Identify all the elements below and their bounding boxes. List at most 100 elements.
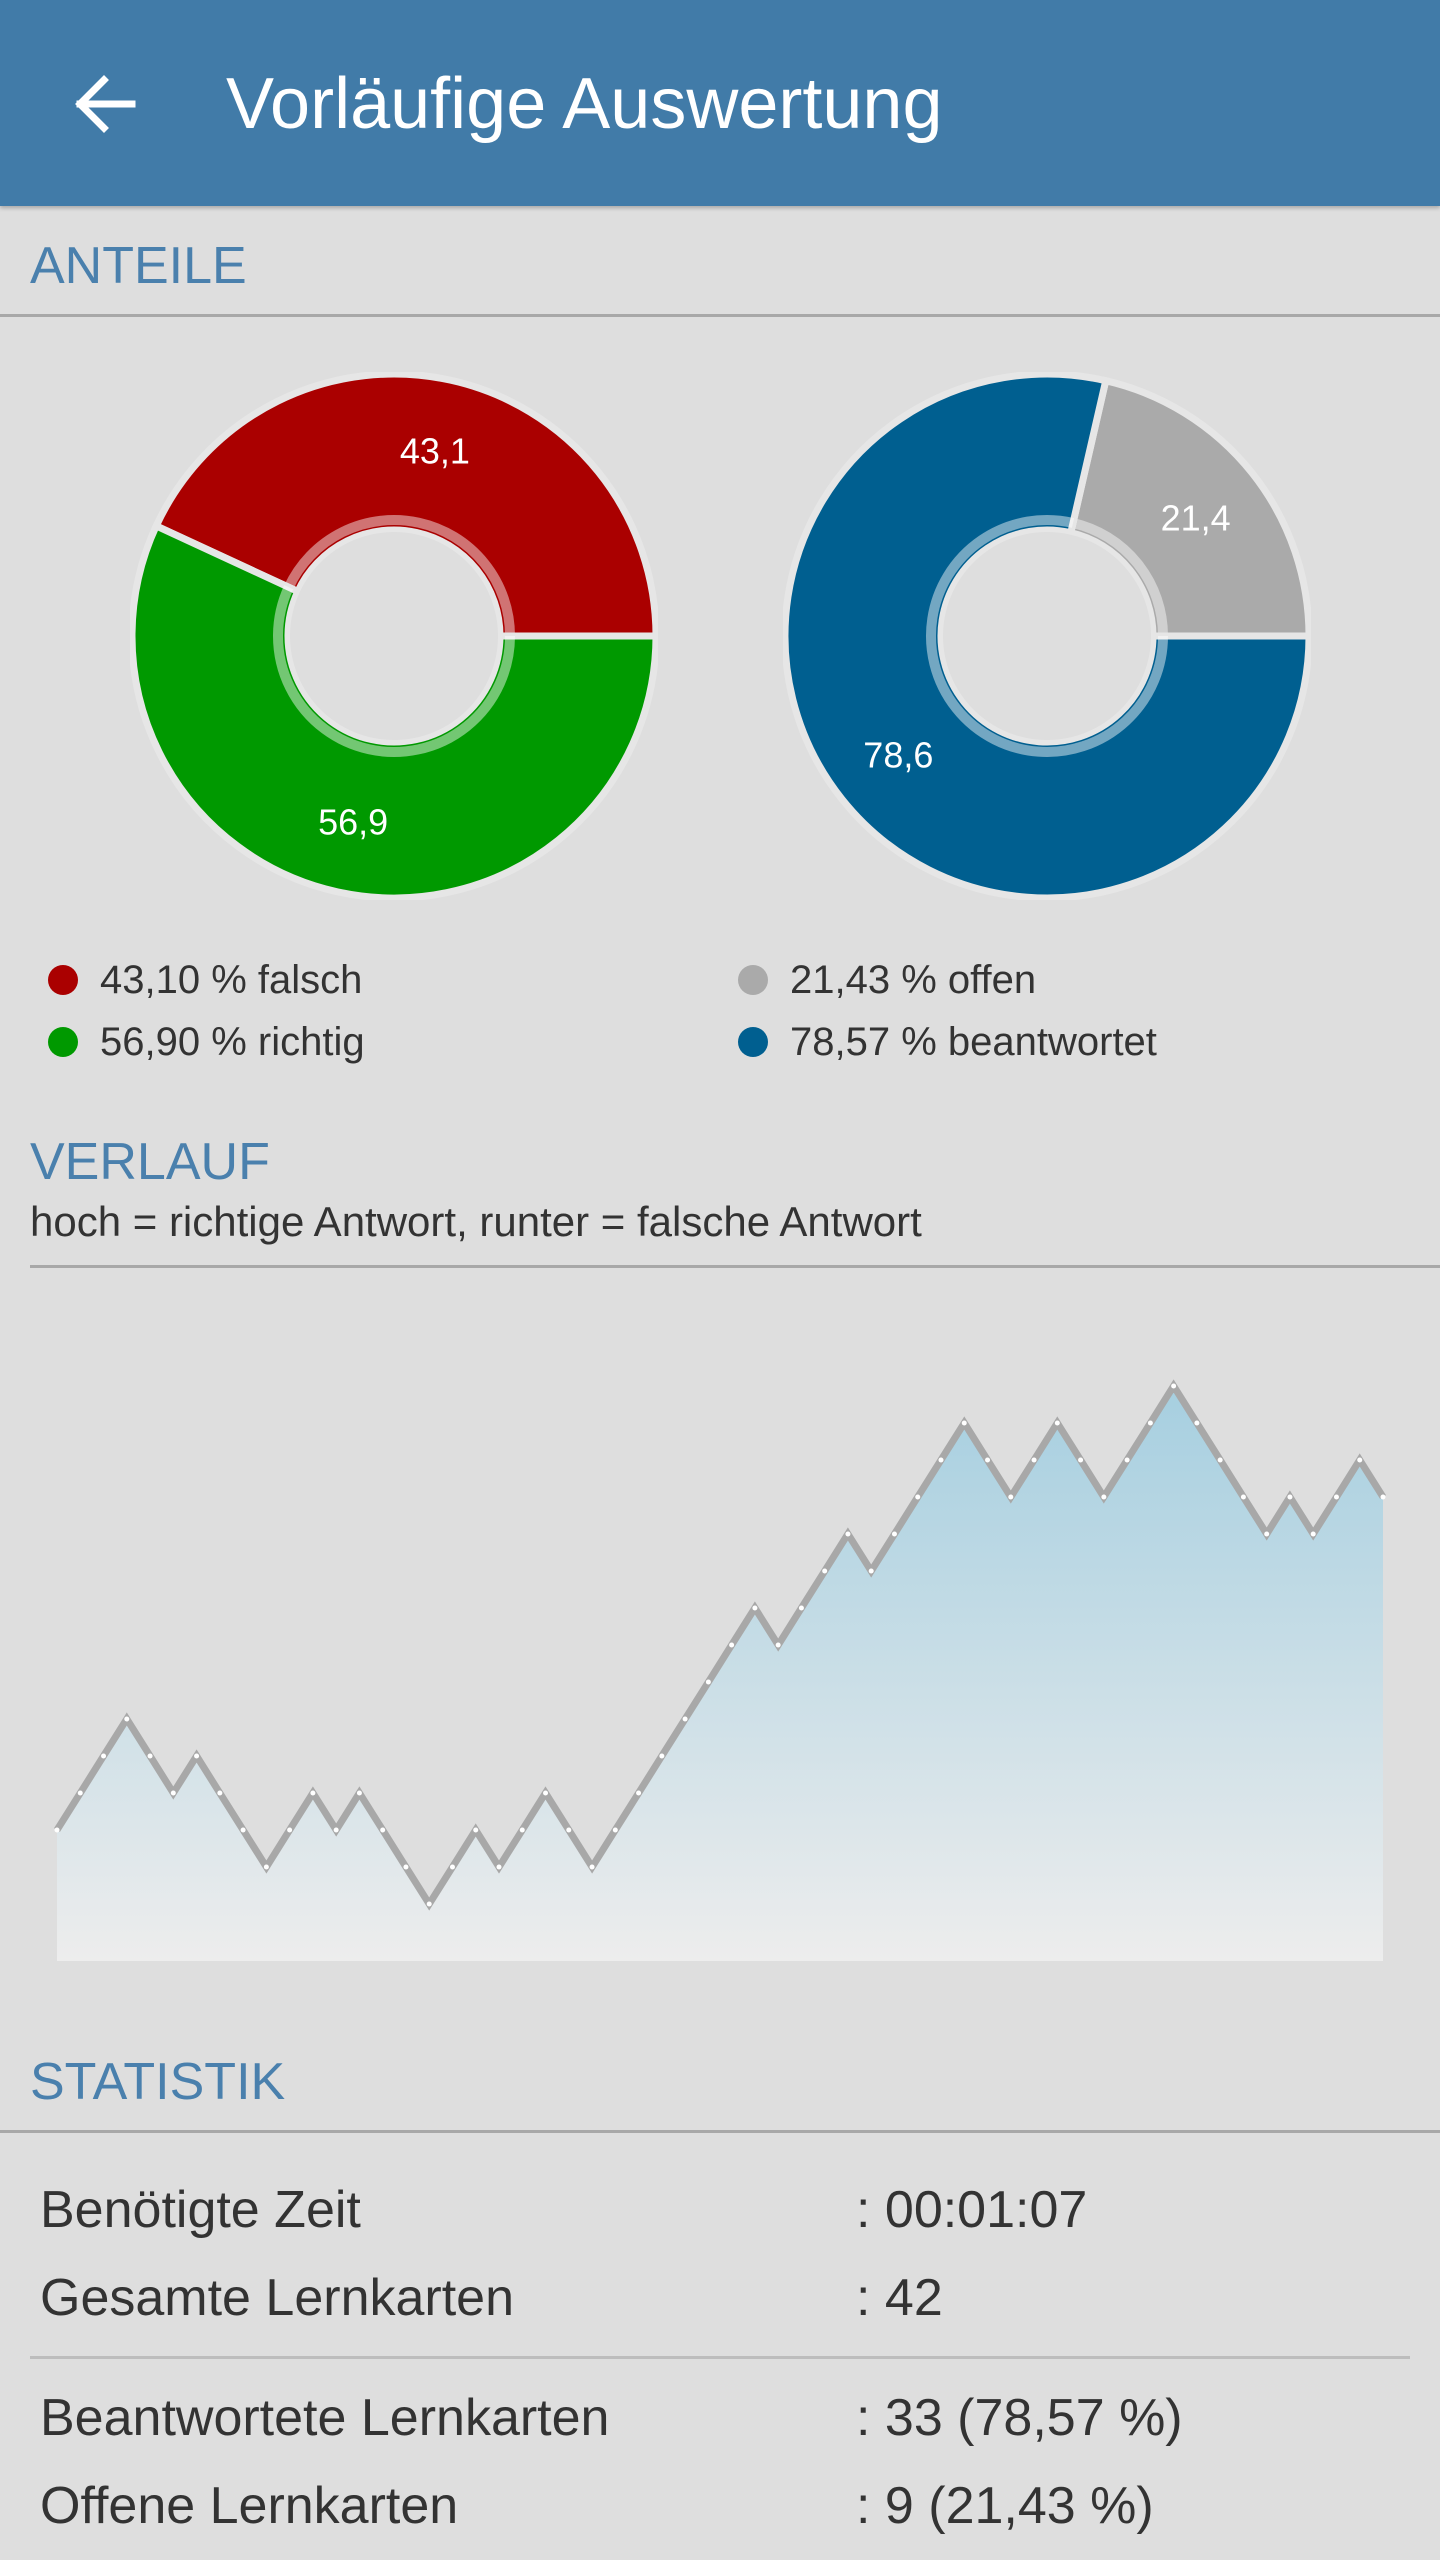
area-point bbox=[519, 1827, 525, 1833]
area-point bbox=[1264, 1531, 1270, 1537]
area-point bbox=[1101, 1494, 1107, 1500]
legend-label: 21,43 % offen bbox=[790, 958, 1037, 1002]
donut-correctness-slice-0 bbox=[151, 372, 658, 640]
stat-label-total: Gesamte Lernkarten bbox=[40, 2269, 515, 2327]
area-point bbox=[240, 1827, 246, 1833]
page-title: Vorläufige Auswertung bbox=[226, 64, 943, 144]
area-point bbox=[1147, 1420, 1153, 1426]
area-point bbox=[612, 1827, 618, 1833]
area-point bbox=[915, 1494, 921, 1500]
area-point bbox=[473, 1827, 479, 1833]
section-title-verlauf: VERLAUF bbox=[30, 1133, 270, 1191]
legend-item-richtig: 56,90 % richtig bbox=[48, 1017, 365, 1067]
area-point bbox=[170, 1790, 176, 1796]
donut-chart-correctness: 43,1 56,9 bbox=[130, 372, 658, 900]
area-point bbox=[194, 1753, 200, 1759]
area-point bbox=[566, 1827, 572, 1833]
donut-progress-slice-ring-1 bbox=[926, 515, 1168, 757]
legend-item-beantwortet: 78,57 % beantwortet bbox=[738, 1017, 1157, 1067]
area-line bbox=[54, 1379, 1386, 1911]
donut-progress-slice-label-1: 78,6 bbox=[863, 734, 933, 775]
area-point bbox=[403, 1864, 409, 1870]
area-point bbox=[356, 1790, 362, 1796]
area-point bbox=[729, 1642, 735, 1648]
area-point bbox=[77, 1790, 83, 1796]
area-point bbox=[1310, 1531, 1316, 1537]
area-point bbox=[147, 1753, 153, 1759]
area-point bbox=[1054, 1420, 1060, 1426]
area-point bbox=[1240, 1494, 1246, 1500]
donut-progress-hole bbox=[943, 532, 1151, 740]
area-point bbox=[938, 1457, 944, 1463]
section-title-anteile: ANTEILE bbox=[30, 237, 247, 295]
stats-divider bbox=[30, 2356, 1410, 2359]
area-point bbox=[845, 1531, 851, 1537]
area-point bbox=[1031, 1457, 1037, 1463]
legend-item-falsch: 43,10 % falsch bbox=[48, 955, 362, 1005]
area-point bbox=[1287, 1494, 1293, 1500]
donut-progress-slice-label-0: 21,4 bbox=[1161, 498, 1231, 539]
donut-correctness-slice-label-0: 43,1 bbox=[400, 430, 470, 471]
area-point bbox=[1171, 1383, 1177, 1389]
area-point bbox=[1217, 1457, 1223, 1463]
area-fill bbox=[57, 1386, 1383, 1961]
section-title-statistik: STATISTIK bbox=[30, 2053, 286, 2111]
area-point bbox=[961, 1420, 967, 1426]
legend-dot-falsch bbox=[48, 965, 78, 995]
arrow-left-icon bbox=[75, 75, 136, 133]
section-divider bbox=[0, 2130, 1440, 2133]
stat-value-total: : 42 bbox=[856, 2269, 943, 2327]
area-point bbox=[798, 1605, 804, 1611]
area-point bbox=[217, 1790, 223, 1796]
legend-label: 56,90 % richtig bbox=[100, 1020, 365, 1064]
area-point bbox=[1357, 1457, 1363, 1463]
area-point bbox=[659, 1753, 665, 1759]
area-point bbox=[263, 1864, 269, 1870]
donut-correctness-slice-ring-1 bbox=[273, 585, 515, 757]
area-point bbox=[333, 1827, 339, 1833]
area-point bbox=[101, 1753, 107, 1759]
legend-label: 43,10 % falsch bbox=[100, 958, 363, 1002]
stat-value-open: : 9 (21,43 %) bbox=[856, 2477, 1154, 2535]
stat-value-answered: : 33 (78,57 %) bbox=[856, 2389, 1183, 2447]
area-point bbox=[54, 1827, 60, 1833]
donut-progress-slice-1 bbox=[783, 372, 1311, 900]
donut-chart-progress: 21,4 78,6 bbox=[783, 372, 1311, 900]
legend-dot-beantwortet bbox=[738, 1027, 768, 1057]
progress-area-chart bbox=[54, 1379, 1386, 1961]
stat-value-time: : 00:01:07 bbox=[856, 2181, 1088, 2239]
donut-correctness-slice-1 bbox=[130, 521, 658, 900]
area-point bbox=[985, 1457, 991, 1463]
legend-label: 78,57 % beantwortet bbox=[790, 1020, 1157, 1064]
area-point bbox=[287, 1827, 293, 1833]
area-point bbox=[1194, 1420, 1200, 1426]
legend-item-offen: 21,43 % offen bbox=[738, 955, 1036, 1005]
legend-dot-richtig bbox=[48, 1027, 78, 1057]
area-point bbox=[589, 1864, 595, 1870]
area-point bbox=[636, 1790, 642, 1796]
donut-progress-slice-ring-0 bbox=[1071, 518, 1168, 637]
stat-label-open: Offene Lernkarten bbox=[40, 2477, 459, 2535]
area-point bbox=[1008, 1494, 1014, 1500]
verlauf-subtitle: hoch = richtige Antwort, runter = falsch… bbox=[30, 1198, 922, 1245]
area-point bbox=[449, 1864, 455, 1870]
stat-label-answered: Beantwortete Lernkarten bbox=[40, 2389, 610, 2447]
area-point bbox=[822, 1568, 828, 1574]
area-point bbox=[426, 1901, 432, 1907]
area-point bbox=[496, 1864, 502, 1870]
area-point bbox=[1333, 1494, 1339, 1500]
area-point bbox=[1380, 1494, 1386, 1500]
back-button[interactable] bbox=[52, 52, 156, 156]
area-point bbox=[705, 1679, 711, 1685]
area-point bbox=[891, 1531, 897, 1537]
area-point bbox=[868, 1568, 874, 1574]
area-point bbox=[775, 1642, 781, 1648]
stat-label-time: Benötigte Zeit bbox=[40, 2181, 361, 2239]
area-point bbox=[543, 1790, 549, 1796]
section-divider bbox=[0, 314, 1440, 317]
donut-correctness-hole bbox=[290, 532, 498, 740]
donut-progress-slice-0 bbox=[1066, 376, 1311, 640]
legend-dot-offen bbox=[738, 965, 768, 995]
area-point bbox=[124, 1716, 130, 1722]
section-divider bbox=[30, 1265, 1440, 1268]
